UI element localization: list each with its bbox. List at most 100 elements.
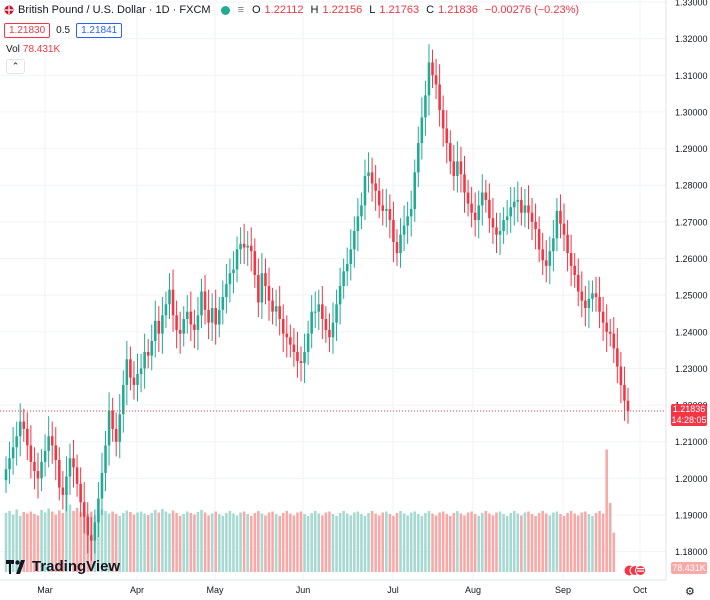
candle-body bbox=[22, 421, 26, 429]
candle-body bbox=[385, 209, 388, 211]
economic-events-icon[interactable] bbox=[624, 565, 646, 576]
candle-body bbox=[566, 234, 569, 254]
volume-label: Vol bbox=[6, 44, 20, 55]
candle-body bbox=[441, 110, 445, 129]
volume-bar bbox=[480, 513, 484, 572]
volume-bar bbox=[427, 511, 431, 572]
volume-bar bbox=[409, 512, 413, 572]
candle-body bbox=[65, 476, 68, 495]
settings-gear-icon[interactable]: ⚙ bbox=[685, 586, 695, 598]
volume-bar bbox=[367, 513, 370, 572]
candle-body bbox=[555, 210, 559, 239]
candle-body bbox=[47, 436, 50, 451]
volume-bar bbox=[232, 513, 235, 572]
flag-icon bbox=[4, 5, 14, 15]
volume-value: 78.431K bbox=[22, 44, 61, 55]
candle-body bbox=[178, 329, 182, 334]
volume-bar bbox=[154, 510, 157, 572]
candle-body bbox=[107, 410, 111, 446]
tradingview-logo[interactable]: TradingView bbox=[6, 558, 120, 575]
candle-body bbox=[559, 210, 562, 224]
candle-body bbox=[161, 315, 164, 334]
open-label: O bbox=[251, 4, 261, 16]
volume-bar bbox=[8, 511, 11, 572]
current-price-value: 1.21836 bbox=[672, 403, 706, 414]
volume-bar bbox=[47, 508, 50, 572]
candle-body bbox=[612, 333, 616, 349]
candle-body bbox=[296, 351, 299, 362]
candle-body bbox=[328, 329, 331, 338]
price-tick-label: 1.28000 bbox=[675, 181, 708, 191]
volume-bar bbox=[11, 514, 15, 572]
candle-body bbox=[520, 199, 523, 213]
time-axis[interactable]: Mar Apr May Jun Jul Aug Sep Oct bbox=[37, 585, 647, 595]
volume-bar bbox=[456, 511, 459, 572]
candle-body bbox=[114, 428, 118, 442]
volume-bar bbox=[299, 511, 303, 572]
volume-bar bbox=[374, 513, 377, 572]
volume-bar bbox=[164, 511, 168, 572]
time-tick-label: May bbox=[206, 585, 224, 595]
volume-bar bbox=[267, 512, 271, 572]
symbol-title[interactable]: British Pound / U.S. Dollar · 1D · FXCM bbox=[18, 4, 211, 16]
volume-bar bbox=[54, 514, 58, 572]
volume-bar bbox=[306, 516, 310, 572]
candle-body bbox=[537, 229, 541, 250]
volume-bar bbox=[296, 512, 299, 572]
change-value: −0.00276 (−0.23%) bbox=[484, 4, 580, 16]
volume-bar bbox=[161, 509, 164, 572]
candle-body bbox=[214, 307, 217, 325]
candle-body bbox=[534, 221, 537, 230]
price-axis[interactable]: 1.33000 1.32000 1.31000 1.30000 1.29000 1.280… bbox=[675, 0, 708, 557]
candle-body bbox=[480, 192, 484, 206]
candle-body bbox=[449, 143, 452, 162]
price-tick-label: 1.31000 bbox=[675, 71, 708, 81]
volume-bar bbox=[271, 511, 274, 572]
collapse-legend-button[interactable]: ⌃ bbox=[6, 59, 25, 74]
volume-bar bbox=[438, 512, 441, 572]
volume-bar bbox=[502, 514, 505, 572]
candle-body bbox=[356, 216, 360, 232]
volume-bar bbox=[541, 511, 544, 572]
time-tick-label: Aug bbox=[465, 585, 481, 595]
candle-body bbox=[285, 333, 289, 338]
sell-button[interactable]: 1.21830 bbox=[4, 23, 51, 38]
volume-bar bbox=[495, 512, 498, 572]
volume-bar bbox=[129, 512, 132, 572]
candle-body bbox=[452, 161, 456, 177]
candle-body bbox=[93, 522, 97, 541]
candle-body bbox=[544, 260, 548, 266]
candle-body bbox=[512, 201, 516, 208]
market-status-icon[interactable] bbox=[220, 5, 230, 15]
candle-body bbox=[139, 368, 143, 374]
candle-body bbox=[395, 242, 399, 254]
candle-body bbox=[392, 220, 395, 243]
volume-bar bbox=[331, 514, 335, 572]
candle-body bbox=[136, 373, 139, 385]
candle-body bbox=[104, 445, 107, 473]
volume-legend: Vol 78.431K bbox=[6, 44, 60, 55]
volume-bar bbox=[363, 516, 367, 572]
volume-bar bbox=[40, 510, 43, 572]
price-tick-label: 1.19000 bbox=[675, 511, 708, 521]
volume-bar bbox=[292, 515, 296, 572]
volume-bar bbox=[594, 513, 598, 572]
candle-body bbox=[267, 286, 271, 301]
volume-bar bbox=[392, 516, 395, 572]
volume-bar bbox=[516, 513, 520, 572]
menu-icon[interactable]: ≡ bbox=[237, 4, 244, 16]
volume-bar bbox=[171, 510, 175, 572]
volume-bar bbox=[185, 511, 189, 572]
volume-bar bbox=[79, 512, 82, 572]
low-label: L bbox=[369, 4, 376, 16]
candle-body bbox=[264, 273, 267, 286]
volume-bar bbox=[58, 510, 61, 572]
candle-body bbox=[516, 199, 520, 202]
volume-bar bbox=[555, 511, 559, 572]
buy-button[interactable]: 1.21841 bbox=[76, 23, 123, 38]
volume-bar bbox=[228, 511, 232, 572]
volume-bar bbox=[289, 513, 292, 572]
candle-body bbox=[171, 289, 175, 316]
candle-body bbox=[527, 205, 530, 213]
